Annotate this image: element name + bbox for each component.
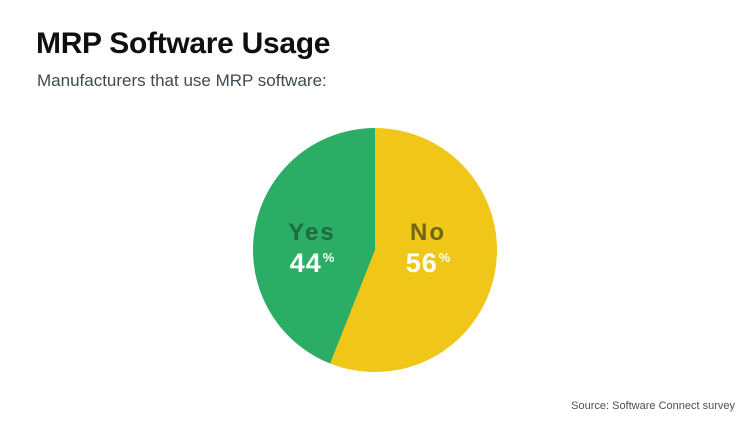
pie-chart <box>253 128 497 372</box>
source-attribution: Source: Software Connect survey <box>571 400 735 412</box>
page-subtitle: Manufacturers that use MRP software: <box>37 71 327 90</box>
page-title: MRP Software Usage <box>36 27 331 60</box>
